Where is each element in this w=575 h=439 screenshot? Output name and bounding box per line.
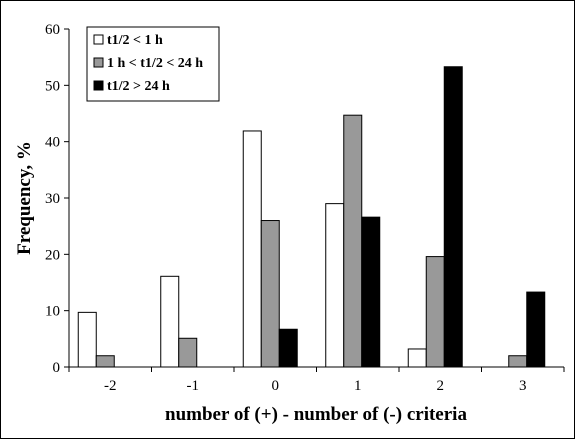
x-tick-label: 0	[272, 378, 280, 394]
legend: t1/2 < 1 h 1 h < t1/2 < 24 h t1/2 > 24 h	[86, 26, 220, 102]
x-axis-title: number of (+) - number of (-) criteria	[165, 404, 467, 425]
legend-swatch-medium	[93, 57, 104, 68]
legend-label-long: t1/2 > 24 h	[107, 79, 170, 94]
bar-series-2-2	[443, 66, 463, 368]
legend-swatch-short	[93, 34, 104, 45]
bar-series-1--1	[178, 337, 198, 368]
bar-series-0-2	[407, 348, 427, 368]
x-ticks-group: -2 -1 0 1 2 3	[68, 367, 565, 394]
x-tick-label: 1	[354, 378, 362, 394]
bar-series-1-1	[343, 114, 363, 368]
bar-series-1-3	[508, 355, 528, 368]
legend-box	[86, 26, 220, 102]
x-tick-label: 2	[437, 378, 445, 394]
y-tick-label: 40	[45, 135, 60, 151]
bar-series-2-0	[278, 328, 298, 368]
plot-area: 0 10 20 30 40 50 60 -2 -1 0 1 2 3	[45, 22, 565, 394]
bar-series-1--2	[95, 355, 115, 368]
bar-series-0--2	[77, 311, 97, 368]
y-tick-label: 50	[45, 78, 60, 94]
bar-series-1-0	[260, 220, 280, 368]
y-tick-label: 10	[45, 304, 60, 320]
bar-series-0--1	[160, 275, 180, 368]
y-tick-label: 20	[45, 247, 60, 263]
bar-series-0-0	[242, 130, 262, 368]
x-tick-label: -2	[104, 378, 117, 394]
x-tick-label: -1	[187, 378, 200, 394]
bar-series-0-1	[325, 203, 345, 368]
y-axis-title: Frequency, %	[14, 141, 35, 255]
y-tick-label: 30	[45, 191, 60, 207]
bars-group	[77, 66, 546, 368]
bar-series-1-2	[425, 256, 445, 368]
bar-series-2-3	[526, 291, 546, 368]
legend-swatch-long	[93, 80, 104, 91]
x-tick-label: 3	[519, 378, 527, 394]
y-tick-label: 60	[45, 22, 60, 38]
bar-series-2-1	[361, 216, 381, 368]
y-tick-label: 0	[53, 360, 61, 376]
legend-label-short: t1/2 < 1 h	[107, 33, 163, 48]
legend-label-medium: 1 h < t1/2 < 24 h	[107, 56, 203, 71]
y-ticks-group: 0 10 20 30 40 50 60	[45, 22, 69, 376]
